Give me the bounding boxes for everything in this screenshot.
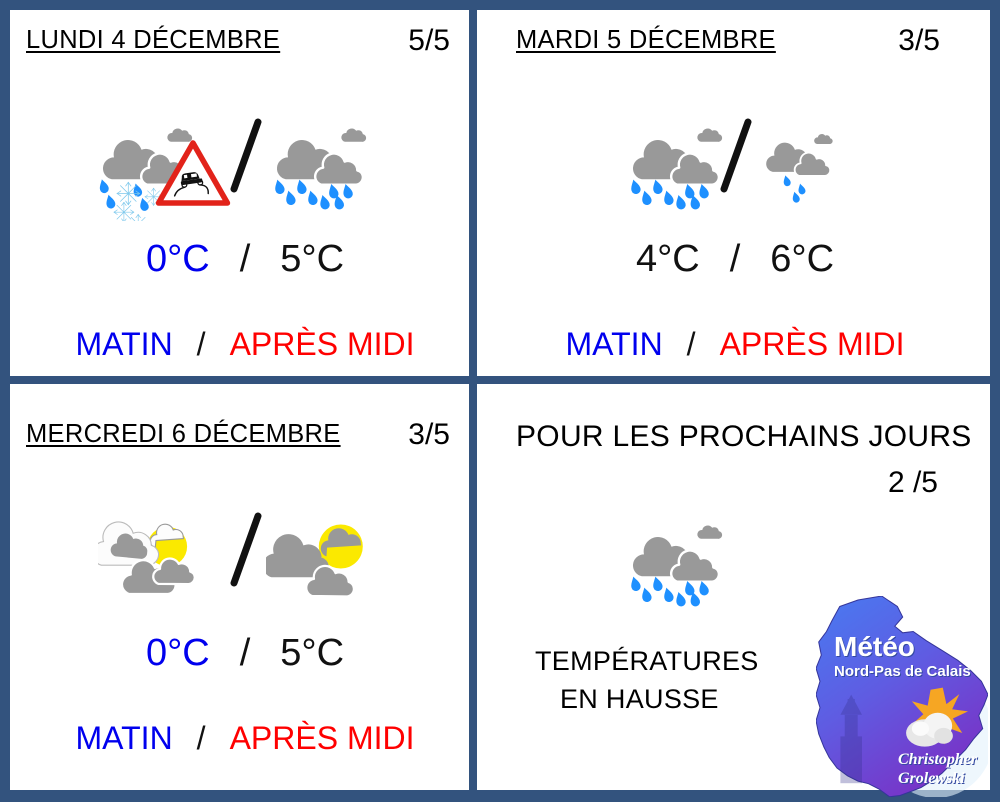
svg-text:Météo: Météo	[834, 631, 915, 662]
svg-text:Grolewski: Grolewski	[898, 770, 965, 787]
svg-text:Nord-Pas de Calais: Nord-Pas de Calais	[834, 663, 971, 680]
svg-text:Christopher: Christopher	[898, 751, 978, 768]
